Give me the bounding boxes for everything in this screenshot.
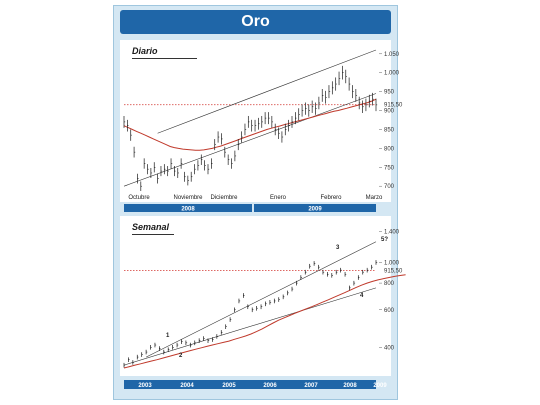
daily-label-rule xyxy=(132,58,197,59)
p1-reference-label: 915,50 xyxy=(384,269,403,275)
p1-ytick-label-1: 600 xyxy=(384,308,395,314)
p0-channel-line-0 xyxy=(123,93,377,187)
p0-ytick-label-1: 750 xyxy=(384,165,395,171)
p0-ytick-label-3: 850 xyxy=(384,127,395,133)
daily-xlabel-3: Enero xyxy=(270,195,287,201)
weekly-panel-label: Semanal xyxy=(132,222,170,232)
p1-moving-average-line xyxy=(123,274,406,369)
daily-xlabel-2: Diciembre xyxy=(210,195,238,201)
p1-ytick-label-3: 1.000 xyxy=(384,260,400,266)
weekly-xlabel-4: 2007 xyxy=(304,383,318,389)
daily-panel-label: Diario xyxy=(132,46,158,56)
weekly-year-band xyxy=(124,380,376,389)
p0-ytick-label-6: 1.000 xyxy=(384,71,400,77)
daily-xlabel-0: Octubre xyxy=(128,195,150,201)
p0-ytick-label-2: 800 xyxy=(384,146,395,152)
weekly-annotation-0: 1 xyxy=(166,333,170,339)
daily-xlabel-1: Noviembre xyxy=(173,195,203,201)
daily-panel xyxy=(120,40,391,202)
daily-year-label-1: 2009 xyxy=(308,207,322,213)
p1-channel-line-1 xyxy=(123,287,377,366)
chart-title: Oro xyxy=(241,13,270,30)
weekly-xlabel-2: 2005 xyxy=(222,383,236,389)
p0-ytick-label-7: 1.050 xyxy=(384,52,400,58)
p0-reference-label: 915,50 xyxy=(384,103,403,109)
p0-moving-average-line xyxy=(123,98,377,151)
p1-channel-line-0 xyxy=(145,241,377,358)
p1-ytick-label-4: 1.400 xyxy=(384,229,400,235)
weekly-label-rule xyxy=(132,234,174,235)
p1-ytick-label-2: 800 xyxy=(384,281,395,287)
p0-channel-line-1 xyxy=(157,49,377,134)
weekly-annotation-3: 4 xyxy=(360,293,364,299)
weekly-annotation-1: 2 xyxy=(179,353,183,359)
weekly-xlabel-5: 2008 xyxy=(343,383,357,389)
daily-year-label-0: 2008 xyxy=(181,207,195,213)
weekly-xlabel-6: 2009 xyxy=(373,383,387,389)
weekly-xlabel-3: 2006 xyxy=(263,383,277,389)
weekly-panel xyxy=(120,216,391,376)
weekly-xlabel-1: 2004 xyxy=(180,383,194,389)
p1-ytick-label-0: 400 xyxy=(384,345,395,351)
daily-year-band-0 xyxy=(124,204,252,212)
daily-year-band-1 xyxy=(254,204,376,212)
p0-ytick-label-4: 900 xyxy=(384,109,395,115)
daily-xlabel-5: Marzo xyxy=(366,195,383,201)
p0-ytick-label-0: 700 xyxy=(384,184,395,190)
p0-ytick-label-5: 950 xyxy=(384,90,395,96)
weekly-xlabel-0: 2003 xyxy=(138,383,152,389)
weekly-annotation-4: 5? xyxy=(381,237,388,243)
daily-xlabel-4: Febrero xyxy=(320,195,342,201)
title-bar: Oro xyxy=(120,10,391,34)
weekly-annotation-2: 3 xyxy=(336,245,340,251)
